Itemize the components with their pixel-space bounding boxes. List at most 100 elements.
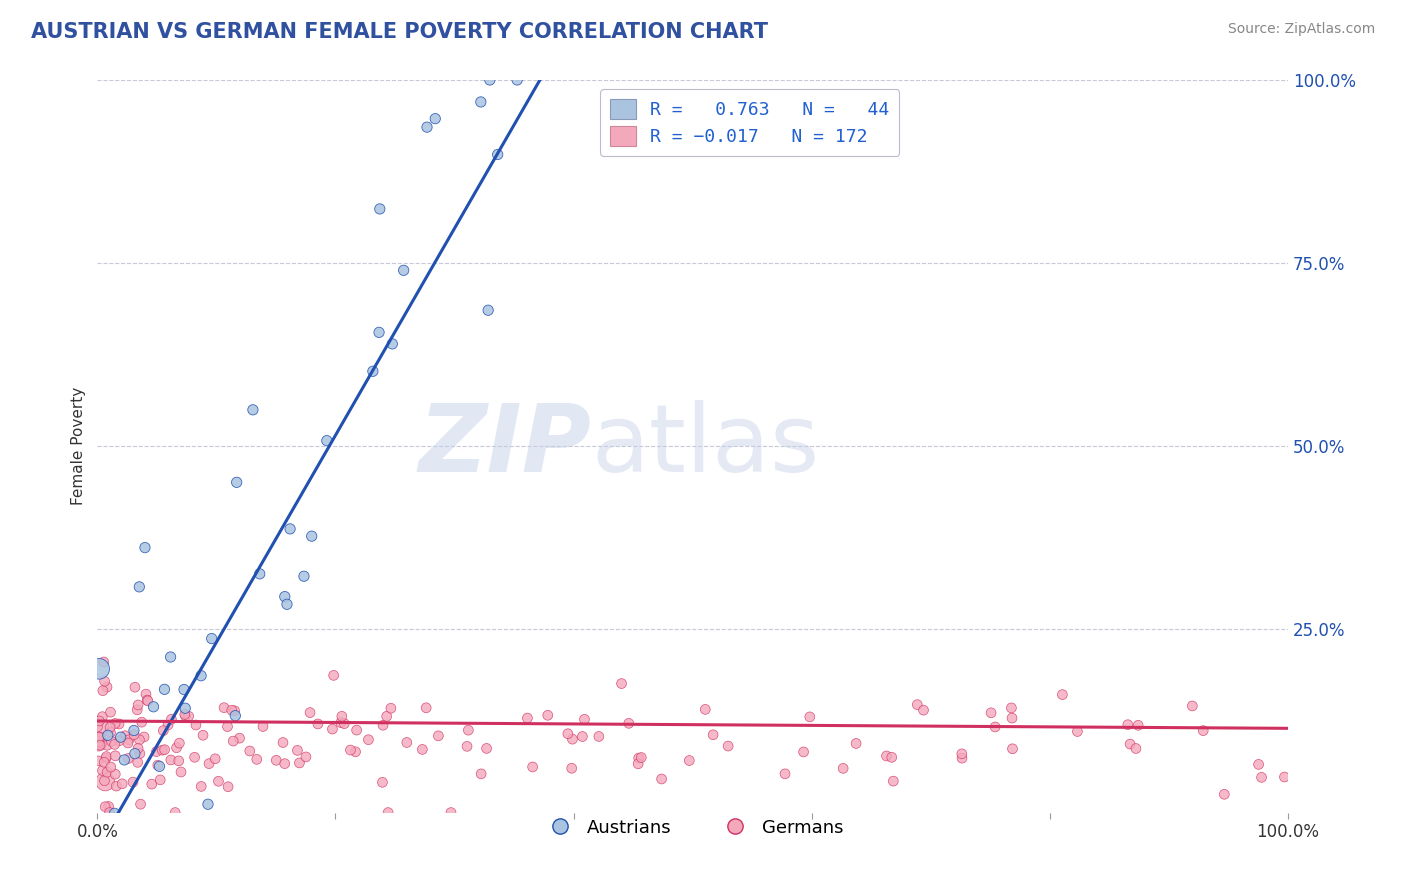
Point (1250, 770, 1272, 784)
Point (224, 708, 246, 723)
Point (131, 715, 153, 730)
Point (124, 747, 146, 761)
Point (87, 735, 110, 749)
Point (149, 772, 172, 787)
Point (108, 733, 131, 747)
Point (98, 864, 121, 879)
Point (557, 727, 579, 741)
Point (174, 701, 197, 715)
Point (475, 741, 498, 756)
Point (174, 709, 197, 723)
Point (678, 754, 700, 768)
Point (799, 710, 821, 724)
Point (522, 760, 544, 774)
Point (321, 722, 343, 736)
Point (571, 730, 593, 744)
Point (114, 729, 136, 743)
Legend: Austrians, Germans: Austrians, Germans (534, 812, 851, 844)
Point (100, 705, 122, 719)
Point (173, 707, 195, 722)
Point (832, 761, 855, 775)
Point (153, 742, 176, 756)
Point (1052, 688, 1074, 702)
Point (169, 736, 191, 750)
Point (440, 805, 463, 820)
Point (135, 687, 157, 701)
Point (145, 745, 167, 759)
Point (122, 775, 145, 789)
Point (307, 717, 329, 731)
Point (537, 708, 560, 723)
Point (104, 767, 127, 781)
Point (912, 703, 935, 717)
Point (150, 743, 173, 757)
Point (1125, 741, 1147, 756)
Point (98, 864, 121, 879)
Point (96, 680, 118, 694)
Point (1274, 770, 1296, 784)
Point (651, 772, 673, 786)
Point (128, 580, 150, 594)
Point (103, 806, 125, 821)
Text: AUSTRIAN VS GERMAN FEMALE POVERTY CORRELATION CHART: AUSTRIAN VS GERMAN FEMALE POVERTY CORREL… (31, 22, 768, 42)
Text: Source: ZipAtlas.com: Source: ZipAtlas.com (1227, 22, 1375, 37)
Point (96, 765, 118, 780)
Point (111, 777, 134, 791)
Point (239, 744, 262, 758)
Point (166, 740, 188, 755)
Point (1181, 698, 1204, 713)
Point (91, 683, 114, 698)
Point (204, 752, 226, 766)
Point (167, 754, 190, 768)
Point (329, 715, 352, 730)
Point (97, 799, 120, 814)
Point (190, 780, 212, 794)
Point (190, 669, 212, 683)
Point (339, 743, 361, 757)
Point (117, 751, 139, 765)
Point (793, 745, 815, 759)
Point (96, 749, 118, 764)
Point (246, 752, 269, 766)
Point (561, 761, 583, 775)
Point (395, 735, 418, 749)
Point (702, 728, 724, 742)
Point (415, 700, 437, 714)
Point (357, 732, 380, 747)
Point (416, 120, 439, 135)
Point (375, 709, 398, 723)
Point (516, 711, 538, 725)
Point (93, 773, 115, 788)
Point (561, 732, 583, 747)
Point (118, 732, 141, 747)
Point (87, 864, 110, 879)
Point (380, 701, 402, 715)
Point (1116, 717, 1139, 731)
Point (371, 775, 394, 789)
Point (89, 662, 111, 676)
Point (97, 728, 120, 742)
Point (299, 706, 322, 720)
Point (276, 597, 298, 611)
Point (104, 738, 127, 752)
Point (183, 750, 205, 764)
Point (94, 774, 117, 789)
Point (127, 741, 149, 756)
Point (134, 541, 156, 555)
Point (87, 735, 110, 749)
Point (122, 728, 145, 742)
Point (105, 779, 128, 793)
Point (1247, 757, 1270, 772)
Point (93, 655, 115, 669)
Point (87, 721, 110, 735)
Point (627, 756, 650, 771)
Point (90, 736, 112, 750)
Point (224, 704, 246, 718)
Point (124, 680, 146, 694)
Point (159, 650, 181, 665)
Point (148, 759, 170, 773)
Y-axis label: Female Poverty: Female Poverty (72, 387, 86, 506)
Point (1066, 724, 1088, 739)
Point (346, 723, 368, 738)
Point (93, 674, 115, 689)
